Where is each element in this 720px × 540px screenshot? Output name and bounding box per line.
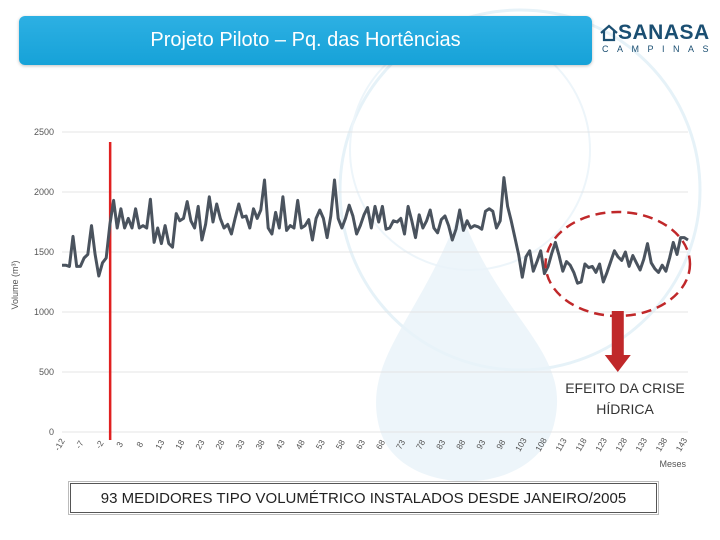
x-tick-label: 113 — [553, 436, 569, 453]
sanasa-logo: SANASA CAMPINAS — [598, 20, 710, 54]
logo-subtitle: CAMPINAS — [602, 44, 718, 54]
x-tick-label: -12 — [52, 436, 67, 452]
y-tick-label: 2500 — [34, 127, 54, 137]
x-tick-label: 108 — [533, 436, 549, 454]
x-tick-label: 3 — [114, 440, 125, 449]
x-tick-label: 33 — [233, 438, 247, 451]
x-tick-label: 143 — [674, 436, 690, 454]
y-tick-label: 0 — [49, 427, 54, 437]
x-tick-label: 38 — [253, 438, 267, 451]
x-tick-label: 58 — [334, 438, 348, 451]
logo-name: SANASA — [618, 21, 710, 44]
x-tick-label: 118 — [573, 436, 589, 453]
y-tick-label: 2000 — [34, 187, 54, 197]
x-tick-label: 78 — [414, 438, 428, 451]
x-tick-label: 13 — [153, 438, 167, 451]
x-tick-label: 83 — [434, 438, 448, 451]
x-tick-label: 123 — [593, 436, 609, 454]
arrow-head — [604, 355, 631, 372]
page-title: Projeto Piloto – Pq. das Hortências — [19, 16, 592, 65]
x-tick-label: -2 — [93, 438, 106, 450]
y-tick-label: 1500 — [34, 247, 54, 257]
x-tick-label: 73 — [394, 438, 408, 451]
x-tick-label: 28 — [213, 438, 227, 451]
x-tick-label: 23 — [193, 438, 207, 451]
arrow-shaft — [611, 311, 624, 357]
y-axis-label: Volume (m³) — [10, 260, 20, 309]
footer-caption: 93 MEDIDORES TIPO VOLUMÉTRICO INSTALADOS… — [70, 483, 657, 513]
crisis-annotation: EFEITO DA CRISE HÍDRICA — [560, 378, 690, 420]
annotation-line-1: EFEITO DA CRISE — [565, 380, 685, 396]
x-tick-label: 103 — [513, 436, 529, 454]
x-tick-label: 133 — [633, 436, 649, 454]
x-tick-label: 68 — [374, 438, 388, 451]
x-tick-label: 138 — [653, 436, 669, 454]
x-tick-label: 93 — [474, 438, 488, 451]
series-line — [62, 176, 689, 285]
x-tick-label: 128 — [613, 436, 629, 454]
x-tick-label: -7 — [73, 438, 86, 450]
house-icon — [600, 24, 618, 42]
x-tick-label: 98 — [494, 438, 508, 451]
x-tick-label: 63 — [354, 438, 368, 451]
x-tick-label: 53 — [314, 438, 328, 451]
y-tick-label: 1000 — [34, 307, 54, 317]
x-tick-label: 8 — [134, 440, 145, 449]
x-tick-label: 48 — [293, 438, 307, 451]
x-tick-label: 88 — [454, 438, 468, 451]
x-tick-label: 43 — [273, 438, 287, 451]
x-axis-label: Meses — [659, 459, 686, 469]
y-tick-label: 500 — [39, 367, 54, 377]
x-tick-label: 18 — [173, 438, 187, 451]
annotation-line-2: HÍDRICA — [596, 401, 654, 417]
